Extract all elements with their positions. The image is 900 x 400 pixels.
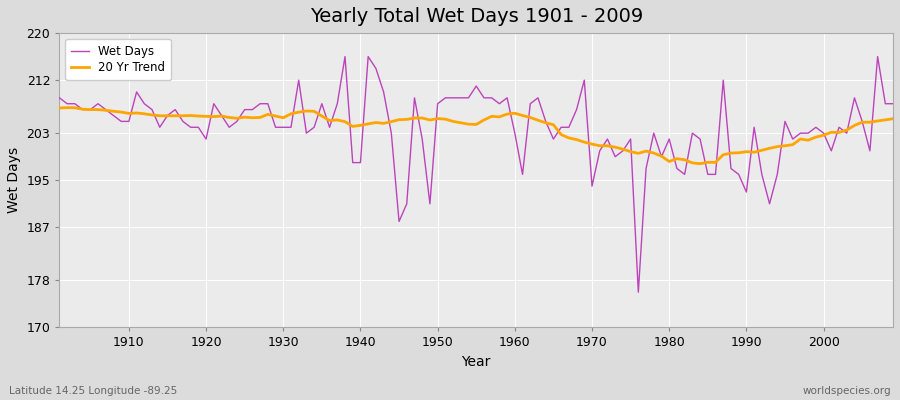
X-axis label: Year: Year: [462, 355, 490, 369]
Wet Days: [285, 125, 296, 130]
Wet Days: [518, 172, 528, 177]
Legend: Wet Days, 20 Yr Trend: Wet Days, 20 Yr Trend: [66, 39, 171, 80]
20 Yr Trend: [293, 110, 304, 114]
20 Yr Trend: [518, 113, 528, 118]
20 Yr Trend: [123, 111, 134, 116]
Wet Days: [509, 131, 520, 136]
20 Yr Trend: [610, 145, 621, 150]
Wet Days: [887, 101, 898, 106]
Line: 20 Yr Trend: 20 Yr Trend: [59, 108, 893, 164]
Wet Days: [339, 54, 350, 59]
20 Yr Trend: [509, 111, 520, 116]
Wet Days: [116, 119, 127, 124]
20 Yr Trend: [62, 105, 73, 110]
Wet Days: [54, 96, 65, 100]
Y-axis label: Wet Days: Wet Days: [7, 147, 21, 213]
20 Yr Trend: [887, 116, 898, 121]
20 Yr Trend: [54, 106, 65, 110]
20 Yr Trend: [339, 119, 350, 124]
Text: worldspecies.org: worldspecies.org: [803, 386, 891, 396]
20 Yr Trend: [695, 161, 706, 166]
Wet Days: [332, 101, 343, 106]
Title: Yearly Total Wet Days 1901 - 2009: Yearly Total Wet Days 1901 - 2009: [310, 7, 643, 26]
Line: Wet Days: Wet Days: [59, 57, 893, 292]
Text: Latitude 14.25 Longitude -89.25: Latitude 14.25 Longitude -89.25: [9, 386, 177, 396]
Wet Days: [610, 154, 621, 159]
Wet Days: [633, 290, 643, 294]
